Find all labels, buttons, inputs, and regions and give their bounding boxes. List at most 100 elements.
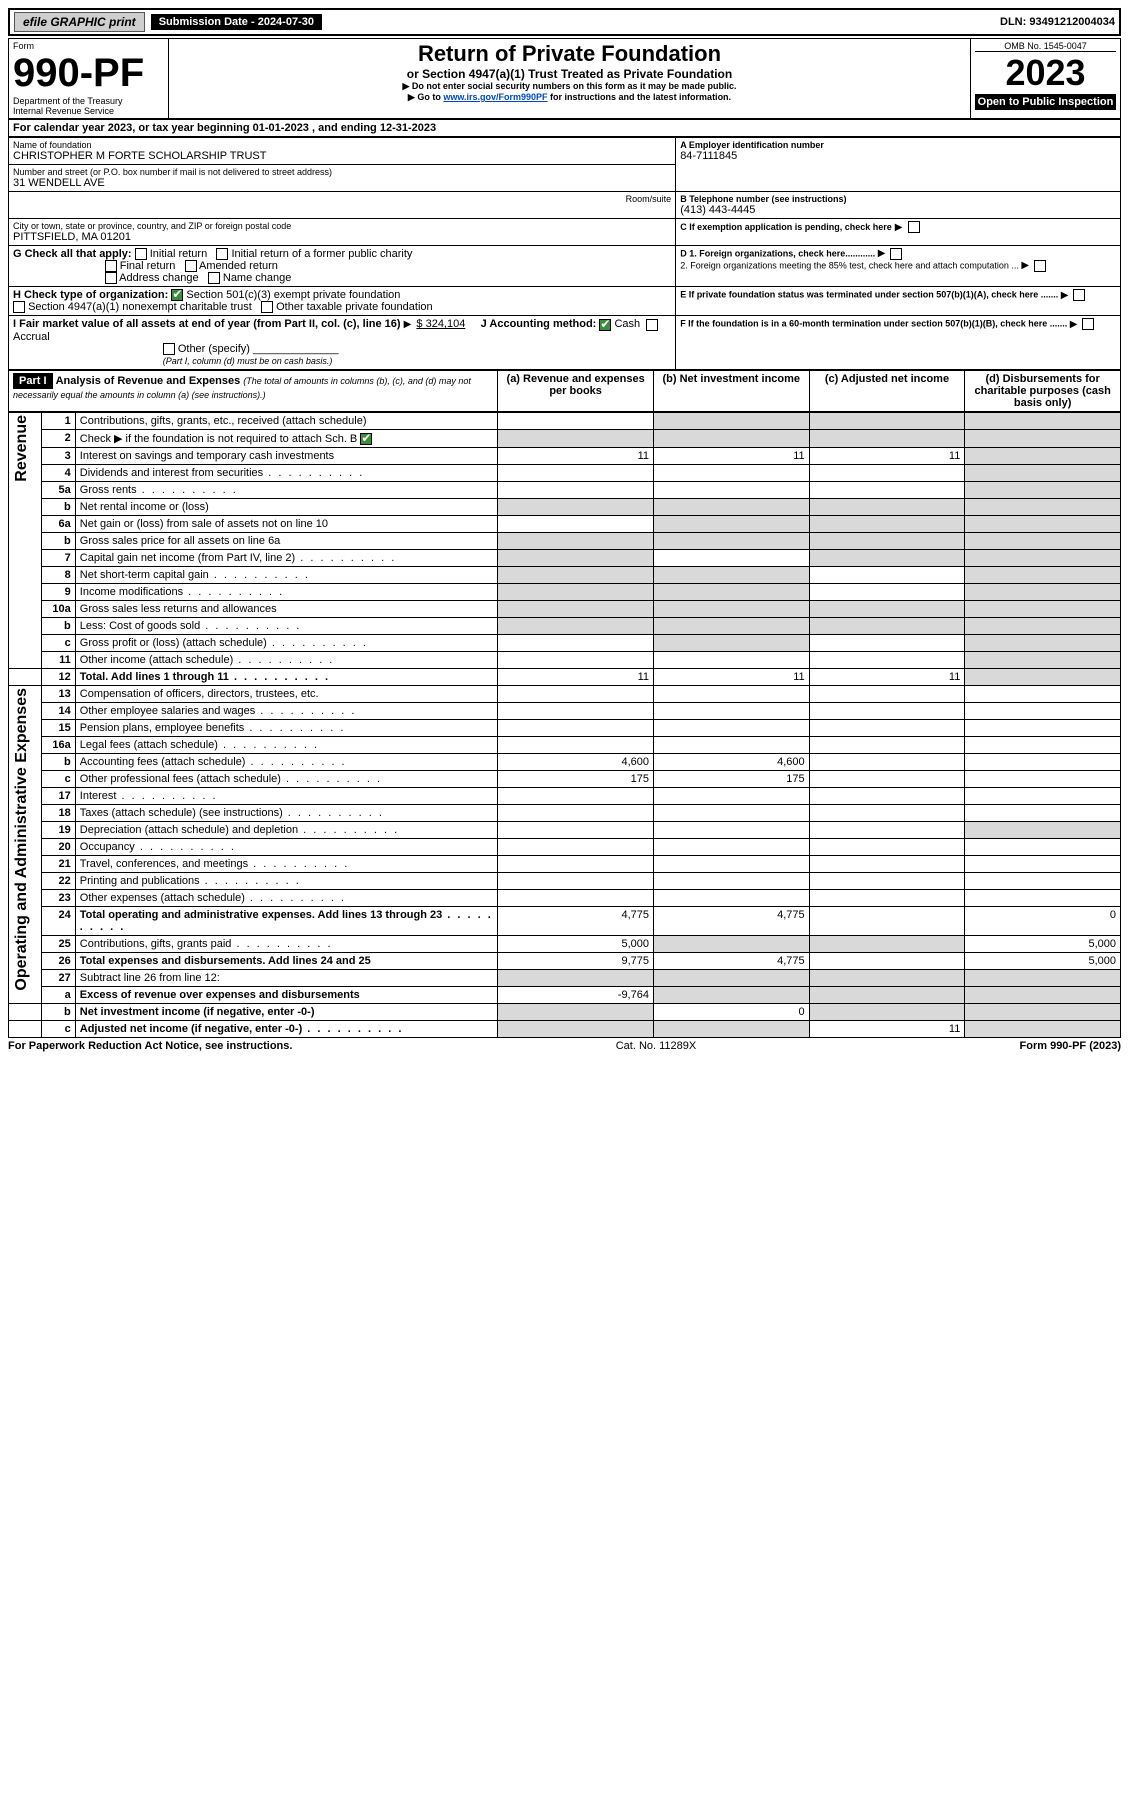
line-6b: Gross sales price for all assets on line… xyxy=(75,532,498,549)
line-19: Depreciation (attach schedule) and deple… xyxy=(75,821,498,838)
val-3c: 11 xyxy=(809,447,965,464)
efile-print-button[interactable]: efile GRAPHIC print xyxy=(14,12,145,32)
val-25d: 5,000 xyxy=(965,935,1121,952)
e-label: E If private foundation status was termi… xyxy=(680,290,1058,300)
g2-checkbox[interactable] xyxy=(216,248,228,260)
line-16b: Accounting fees (attach schedule) xyxy=(75,753,498,770)
irs-link[interactable]: www.irs.gov/Form990PF xyxy=(443,92,547,102)
phone-label: B Telephone number (see instructions) xyxy=(680,194,1116,204)
val-26b: 4,775 xyxy=(653,952,809,969)
part1-body: Revenue 1Contributions, gifts, grants, e… xyxy=(8,412,1121,1038)
g6-checkbox[interactable] xyxy=(208,272,220,284)
g3-checkbox[interactable] xyxy=(105,260,117,272)
line-27c: Adjusted net income (if negative, enter … xyxy=(75,1020,498,1037)
j-accrual-checkbox[interactable] xyxy=(646,319,658,331)
h-label: H Check type of organization: xyxy=(13,289,168,301)
ein-value: 84-7111845 xyxy=(680,150,1116,162)
part1-badge: Part I xyxy=(13,373,53,389)
line-2: Check ▶ if the foundation is not require… xyxy=(75,429,498,447)
c-checkbox[interactable] xyxy=(908,221,920,233)
g-label: G Check all that apply: xyxy=(13,248,132,260)
val-24a: 4,775 xyxy=(498,906,654,935)
f-checkbox[interactable] xyxy=(1082,318,1094,330)
h2-checkbox[interactable] xyxy=(13,301,25,313)
omb-label: OMB No. 1545-0047 xyxy=(975,41,1116,52)
g5-checkbox[interactable] xyxy=(105,272,117,284)
cal-mid: , and ending xyxy=(312,122,380,134)
arrow-icon xyxy=(1070,319,1080,329)
page-footer: For Paperwork Reduction Act Notice, see … xyxy=(8,1040,1121,1052)
schb-checkbox[interactable] xyxy=(360,433,372,445)
cal-end: 12-31-2023 xyxy=(380,122,436,134)
val-24b: 4,775 xyxy=(653,906,809,935)
h3-checkbox[interactable] xyxy=(261,301,273,313)
h1-checkbox[interactable] xyxy=(171,289,183,301)
line-10a: Gross sales less returns and allowances xyxy=(75,600,498,617)
line-20: Occupancy xyxy=(75,838,498,855)
part1-title: Analysis of Revenue and Expenses xyxy=(56,375,241,387)
val-16ba: 4,600 xyxy=(498,753,654,770)
form-word: Form xyxy=(13,41,164,51)
calendar-row: For calendar year 2023, or tax year begi… xyxy=(8,119,1121,137)
i-label: I Fair market value of all assets at end… xyxy=(13,318,401,330)
val-25a: 5,000 xyxy=(498,935,654,952)
val-27aa: -9,764 xyxy=(498,986,654,1003)
col-d-header: (d) Disbursements for charitable purpose… xyxy=(965,370,1121,411)
open-public-badge: Open to Public Inspection xyxy=(975,94,1116,110)
d1-label: D 1. Foreign organizations, check here..… xyxy=(680,248,875,258)
ein-label: A Employer identification number xyxy=(680,140,1116,150)
line-27: Subtract line 26 from line 12: xyxy=(75,969,498,986)
val-3a: 11 xyxy=(498,447,654,464)
line-26: Total expenses and disbursements. Add li… xyxy=(75,952,498,969)
val-12b: 11 xyxy=(653,668,809,685)
street-address: 31 WENDELL AVE xyxy=(13,177,671,189)
line-21: Travel, conferences, and meetings xyxy=(75,855,498,872)
form-number: 990-PF xyxy=(13,51,164,96)
val-16cb: 175 xyxy=(653,770,809,787)
footer-left: For Paperwork Reduction Act Notice, see … xyxy=(8,1040,292,1052)
g6-label: Name change xyxy=(223,272,292,284)
line-24: Total operating and administrative expen… xyxy=(75,906,498,935)
d1-checkbox[interactable] xyxy=(890,248,902,260)
d2-checkbox[interactable] xyxy=(1034,260,1046,272)
h1-label: Section 501(c)(3) exempt private foundat… xyxy=(186,289,400,301)
val-26a: 9,775 xyxy=(498,952,654,969)
line-5b: Net rental income or (loss) xyxy=(75,498,498,515)
fmv-value: $ 324,104 xyxy=(416,318,465,330)
line-15: Pension plans, employee benefits xyxy=(75,719,498,736)
city-label: City or town, state or province, country… xyxy=(13,221,671,231)
val-26d: 5,000 xyxy=(965,952,1121,969)
col-c-header: (c) Adjusted net income xyxy=(809,370,965,411)
val-12c: 11 xyxy=(809,668,965,685)
line-27a: Excess of revenue over expenses and disb… xyxy=(75,986,498,1003)
line-16a: Legal fees (attach schedule) xyxy=(75,736,498,753)
f-label: F If the foundation is in a 60-month ter… xyxy=(680,319,1067,329)
g4-checkbox[interactable] xyxy=(185,260,197,272)
j1-label: Cash xyxy=(614,318,640,330)
d2-label: 2. Foreign organizations meeting the 85%… xyxy=(680,260,1019,270)
val-12a: 11 xyxy=(498,668,654,685)
h2-label: Section 4947(a)(1) nonexempt charitable … xyxy=(28,301,252,313)
form-header: Form 990-PF Department of the Treasury I… xyxy=(8,38,1121,119)
arrow-icon xyxy=(895,221,905,233)
line-3: Interest on savings and temporary cash i… xyxy=(75,447,498,464)
entity-block: Name of foundation CHRISTOPHER M FORTE S… xyxy=(8,137,1121,370)
line-7: Capital gain net income (from Part IV, l… xyxy=(75,549,498,566)
g4-label: Amended return xyxy=(199,260,278,272)
room-label: Room/suite xyxy=(626,194,672,204)
j-cash-checkbox[interactable] xyxy=(599,319,611,331)
arrow-icon xyxy=(1021,260,1031,270)
j-other-checkbox[interactable] xyxy=(163,343,175,355)
col-a-header: (a) Revenue and expenses per books xyxy=(498,370,654,411)
form-subtitle: or Section 4947(a)(1) Trust Treated as P… xyxy=(173,67,966,81)
footer-catno: Cat. No. 11289X xyxy=(616,1040,697,1052)
irs-label: Internal Revenue Service xyxy=(13,106,164,116)
e-checkbox[interactable] xyxy=(1073,289,1085,301)
goto-pre: ▶ Go to xyxy=(408,92,443,102)
val-16bb: 4,600 xyxy=(653,753,809,770)
g1-checkbox[interactable] xyxy=(135,248,147,260)
line-18: Taxes (attach schedule) (see instruction… xyxy=(75,804,498,821)
tax-year: 2023 xyxy=(975,52,1116,94)
dln-label: DLN: 93491212004034 xyxy=(1000,16,1115,28)
line-1: Contributions, gifts, grants, etc., rece… xyxy=(75,412,498,429)
